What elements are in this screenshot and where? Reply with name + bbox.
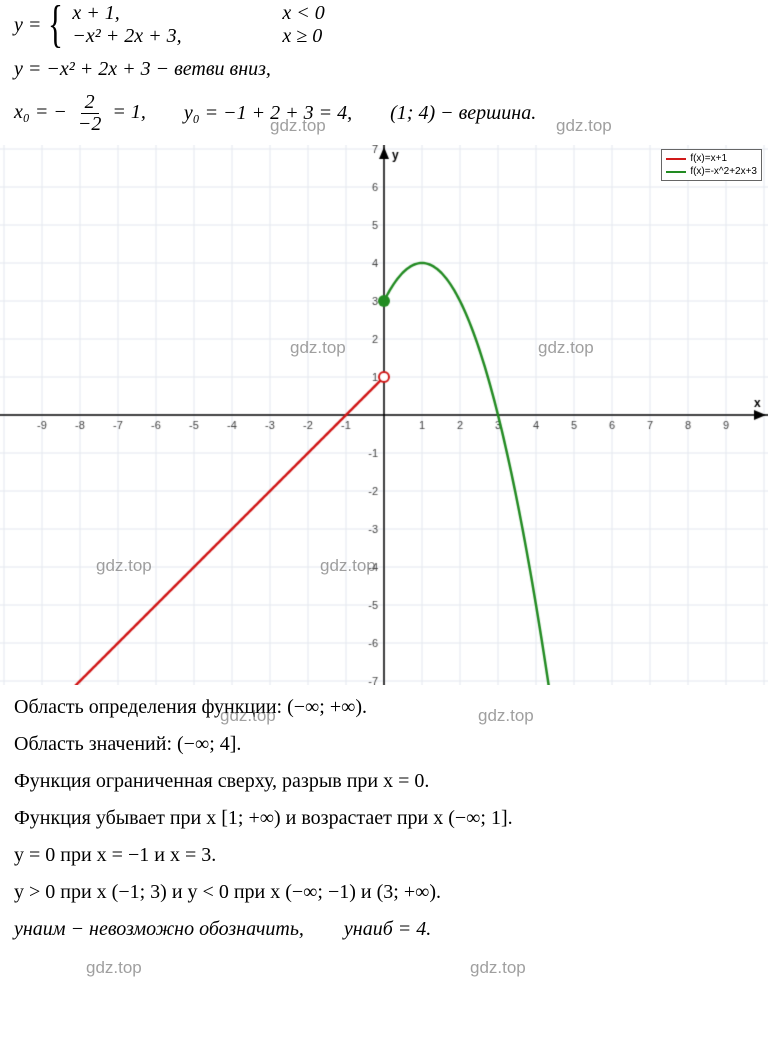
- case-cond: x ≥ 0: [282, 25, 322, 48]
- analysis-line: Область определения функции: (−∞; +∞).: [14, 690, 754, 724]
- piecewise-definition: y = { x + 1, x < 0 −x² + 2x + 3, x ≥ 0: [0, 0, 768, 50]
- fragment: y > 0 при x (−1; 3) и y < 0 при x (−∞; −…: [14, 881, 441, 903]
- analysis-line: yнаим − невозможно обозначить, yнаиб = 4…: [14, 912, 754, 946]
- legend-label: f(x)=x+1: [690, 152, 727, 165]
- fragment: Функция ограниченная сверху, разрыв при …: [14, 770, 429, 792]
- piecewise-cases: x + 1, x < 0 −x² + 2x + 3, x ≥ 0: [72, 2, 324, 48]
- watermark: gdz.top: [86, 958, 142, 978]
- analysis-line: y = 0 при x = −1 и x = 3.: [14, 838, 754, 872]
- vertex-y: y₀ = −1 + 2 + 3 = 4,: [184, 102, 352, 125]
- fragment: y = 0 при x = −1 и x = 3.: [14, 844, 216, 866]
- legend-label: f(x)=-x^2+2x+3: [690, 165, 757, 178]
- chart-legend: f(x)=x+1 f(x)=-x^2+2x+3: [661, 149, 762, 181]
- chart: f(x)=x+1 f(x)=-x^2+2x+3: [0, 145, 768, 685]
- brace-icon: {: [48, 4, 63, 46]
- legend-item: f(x)=x+1: [666, 152, 757, 165]
- fragment: Функция убывает при x [1; +∞) и возраста…: [14, 807, 513, 829]
- math-line-3: x₀ = − 2 −2 = 1, y₀ = −1 + 2 + 3 = 4, (1…: [0, 88, 768, 139]
- fragment: = 1,: [112, 101, 146, 123]
- denominator: −2: [74, 114, 106, 135]
- analysis-section: Область определения функции: (−∞; +∞). О…: [0, 685, 768, 951]
- case-row: −x² + 2x + 3, x ≥ 0: [72, 25, 324, 48]
- case-cond: x < 0: [282, 2, 324, 25]
- case-expr: x + 1,: [72, 2, 282, 25]
- analysis-line: Функция ограниченная сверху, разрыв при …: [14, 764, 754, 798]
- fragment: x₀ = −: [14, 101, 67, 123]
- fragment: yнаиб = 4.: [344, 918, 431, 940]
- math-line-2: y = −x² + 2x + 3 − ветви вниз,: [0, 50, 768, 88]
- case-expr: −x² + 2x + 3,: [72, 25, 282, 48]
- numerator: 2: [81, 92, 99, 114]
- analysis-line: y > 0 при x (−1; 3) и y < 0 при x (−∞; −…: [14, 875, 754, 909]
- vertex-point: (1; 4) − вершина.: [390, 102, 536, 125]
- fraction: 2 −2: [74, 92, 106, 135]
- chart-canvas: [0, 145, 768, 685]
- legend-swatch: [666, 171, 686, 173]
- vertex-x: x₀ = − 2 −2 = 1,: [14, 92, 146, 135]
- analysis-line: Область значений: (−∞; 4].: [14, 727, 754, 761]
- watermark: gdz.top: [470, 958, 526, 978]
- case-row: x + 1, x < 0: [72, 2, 324, 25]
- legend-swatch: [666, 158, 686, 160]
- analysis-line: Функция убывает при x [1; +∞) и возраста…: [14, 801, 754, 835]
- legend-item: f(x)=-x^2+2x+3: [666, 165, 757, 178]
- fragment: yнаим − невозможно обозначить,: [14, 918, 304, 940]
- piecewise-prefix: y =: [14, 14, 41, 37]
